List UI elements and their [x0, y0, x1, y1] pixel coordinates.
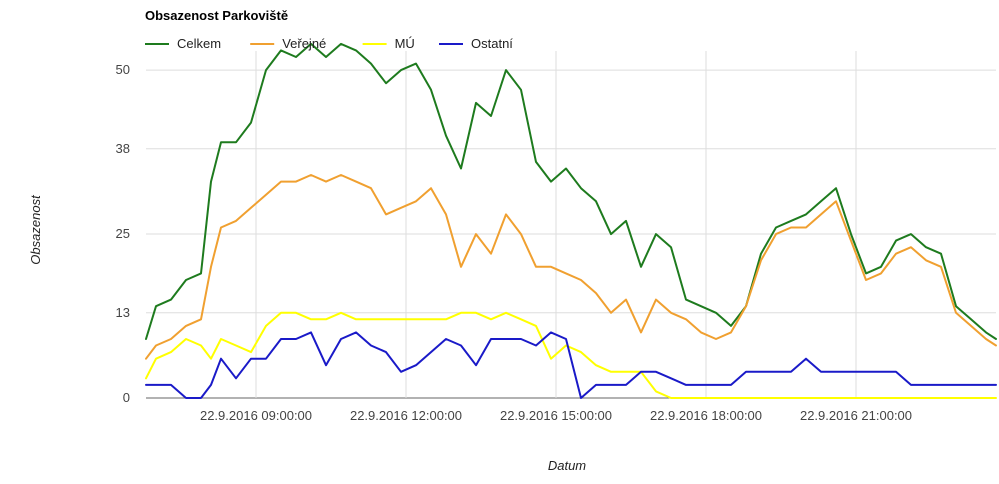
- y-tick-label: 0: [123, 390, 130, 405]
- series-line-ostatní: [145, 331, 997, 399]
- legend-label: Ostatní: [471, 36, 513, 51]
- legend-label: MÚ: [395, 36, 415, 51]
- series-layer: [145, 42, 997, 399]
- y-tick-label: 38: [116, 141, 130, 156]
- labels-layer: Obsazenost Parkoviště Datum Obsazenost: [28, 8, 586, 473]
- series-line-celkem: [145, 42, 997, 340]
- legend-label: Celkem: [177, 36, 221, 51]
- x-tick-label: 22.9.2016 15:00:00: [500, 408, 612, 423]
- x-axis-title: Datum: [548, 458, 586, 473]
- x-tick-label: 22.9.2016 21:00:00: [800, 408, 912, 423]
- grid-layer: 0 13 25 38 50 22.9.2016 09:00:00 22.9.2016 12:…: [116, 51, 996, 423]
- y-tick-label: 50: [116, 62, 130, 77]
- legend-label: Veřejné: [282, 36, 326, 51]
- x-tick-label: 22.9.2016 12:00:00: [350, 408, 462, 423]
- legend: Celkem Veřejné MÚ Ostatní: [145, 36, 513, 51]
- chart-title: Obsazenost Parkoviště: [145, 8, 288, 23]
- x-tick-label: 22.9.2016 09:00:00: [200, 408, 312, 423]
- y-axis-title: Obsazenost: [28, 194, 43, 265]
- y-tick-label: 25: [116, 226, 130, 241]
- series-line-mú: [145, 311, 997, 399]
- y-tick-label: 13: [116, 305, 130, 320]
- x-tick-label: 22.9.2016 18:00:00: [650, 408, 762, 423]
- series-line-veřejné: [145, 174, 997, 360]
